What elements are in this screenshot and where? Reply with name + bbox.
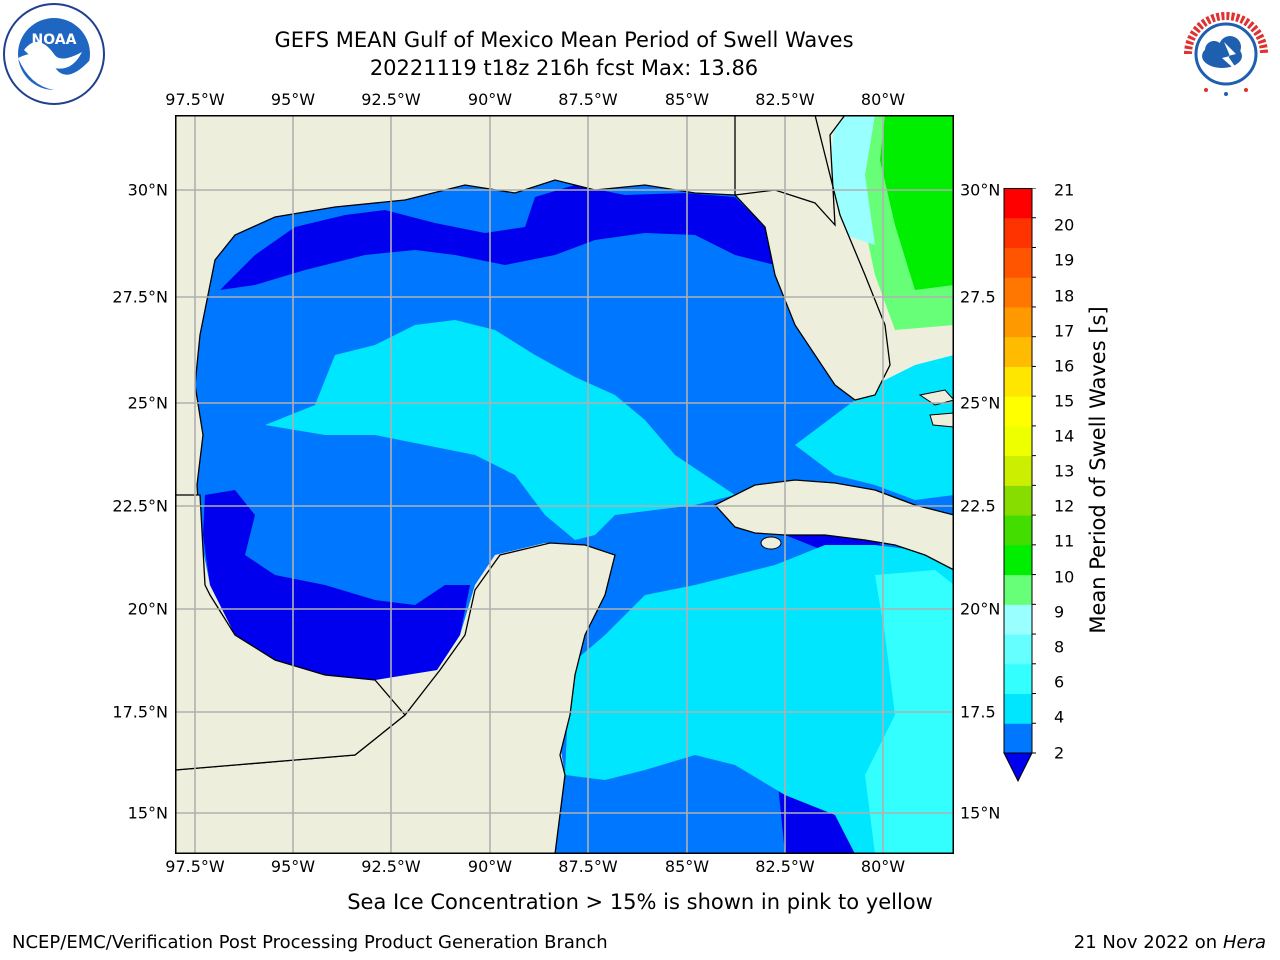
nws-logo-icon xyxy=(1174,2,1278,106)
isle-of-youth xyxy=(760,536,782,550)
mexico-west-land xyxy=(175,494,406,771)
lat-tick-left: 30°N xyxy=(127,180,168,200)
lat-tick-left: 20°N xyxy=(127,599,168,619)
colorbar-segment xyxy=(1004,188,1032,219)
footer-machine: Hera xyxy=(1222,932,1266,953)
cuba-land xyxy=(713,479,954,571)
lon-tick-top: 82.5°W xyxy=(755,90,815,109)
florida-land xyxy=(733,115,891,401)
colorbar-label: Mean Period of Swell Waves [s] xyxy=(1086,306,1110,634)
svg-text:NOAA: NOAA xyxy=(32,32,77,48)
colorbar-segment xyxy=(1004,366,1032,397)
lon-tick-bottom: 85°W xyxy=(664,857,710,876)
colorbar-tick: 21 xyxy=(1054,180,1075,200)
lon-tick-top: 92.5°W xyxy=(361,90,421,109)
colorbar xyxy=(1002,187,1036,784)
colorbar-tick: 12 xyxy=(1054,496,1075,516)
gulf-water-deep-north xyxy=(220,185,775,290)
colorbar-tick: 17 xyxy=(1054,321,1075,341)
colorbar-segment xyxy=(1004,574,1032,605)
colorbar-tick: 9 xyxy=(1054,602,1065,622)
lon-tick-bottom: 97.5°W xyxy=(165,857,225,876)
lat-tick-left: 15°N xyxy=(127,803,168,823)
colorbar-segment xyxy=(1004,604,1032,635)
gulf-water-cyan-band xyxy=(265,320,735,540)
colorbar-tick: 18 xyxy=(1054,286,1075,306)
colorbar-segment xyxy=(1004,336,1032,367)
colorbar-segment xyxy=(1004,544,1032,576)
lon-tick-bottom: 95°W xyxy=(270,857,316,876)
lat-tick-left: 22.5°N xyxy=(112,496,168,516)
colorbar-tick: 14 xyxy=(1054,426,1075,446)
lat-tick-right: 25°N xyxy=(960,393,1001,413)
gulf-water-deep-southwest xyxy=(203,490,470,680)
lon-tick-bottom: 82.5°W xyxy=(755,857,815,876)
map-title: GEFS MEAN Gulf of Mexico Mean Period of … xyxy=(274,28,854,52)
colorbar-segment xyxy=(1004,515,1032,546)
colorbar-segment xyxy=(1004,306,1032,338)
lon-tick-top: 97.5°W xyxy=(165,90,225,109)
colorbar-tick: 13 xyxy=(1054,461,1075,481)
colorbar-tick: 19 xyxy=(1054,250,1075,270)
swell-period-map xyxy=(175,115,954,854)
lon-tick-bottom: 90°W xyxy=(467,857,513,876)
lat-tick-left: 27.5°N xyxy=(112,287,168,307)
lon-tick-bottom: 87.5°W xyxy=(558,857,618,876)
colorbar-segment xyxy=(1004,425,1032,457)
colorbar-tick: 6 xyxy=(1054,672,1065,692)
colorbar-segment xyxy=(1004,723,1032,754)
colorbar-tick: 16 xyxy=(1054,356,1075,376)
colorbar-segment xyxy=(1004,634,1032,665)
colorbar-segment xyxy=(1004,485,1032,516)
footer-credit: NCEP/EMC/Verification Post Processing Pr… xyxy=(12,932,608,953)
gulf-water-cyan-south xyxy=(565,545,954,854)
colorbar-tick: 2 xyxy=(1054,743,1065,763)
lon-tick-top: 87.5°W xyxy=(558,90,618,109)
footer-date: 21 Nov 2022 on Hera xyxy=(1074,932,1266,953)
graticule xyxy=(175,115,954,854)
sea-ice-note: Sea Ice Concentration > 15% is shown in … xyxy=(347,890,933,914)
noaa-logo-icon: NOAA xyxy=(2,2,106,106)
atlantic-water-lightcyan xyxy=(830,115,875,245)
colorbar-segment xyxy=(1004,693,1032,724)
colorbar-segment xyxy=(1004,396,1032,427)
colorbar-segment xyxy=(1004,455,1032,486)
colorbar-outline xyxy=(1003,188,1033,754)
bahamas-island xyxy=(918,389,954,406)
lat-tick-left: 17.5°N xyxy=(112,702,168,722)
map-panel xyxy=(175,115,954,854)
colorbar-under-arrow xyxy=(1003,752,1033,783)
map-subtitle: 20221119 t18z 216h fcst Max: 13.86 xyxy=(369,56,759,80)
map-frame xyxy=(175,115,954,854)
lon-tick-top: 80°W xyxy=(860,90,906,109)
colorbar-scale xyxy=(1003,187,1036,783)
lat-tick-right: 15°N xyxy=(960,803,1001,823)
colorbar-tick: 4 xyxy=(1054,707,1065,727)
lat-tick-right: 20°N xyxy=(960,599,1001,619)
lat-tick-right: 22.5 xyxy=(960,496,996,516)
colorbar-tick: 20 xyxy=(1054,215,1075,235)
lon-tick-top: 90°W xyxy=(467,90,513,109)
lat-tick-right: 27.5 xyxy=(960,287,996,307)
colorbar-tick: 15 xyxy=(1054,391,1075,411)
lon-tick-top: 95°W xyxy=(270,90,316,109)
lon-tick-bottom: 80°W xyxy=(860,857,906,876)
colorbar-tick: 11 xyxy=(1054,531,1075,551)
colorbar-tick: 8 xyxy=(1054,637,1065,657)
atlantic-water-brightgreen xyxy=(880,115,954,290)
footer-date-text: 21 Nov 2022 on xyxy=(1073,932,1218,953)
lon-tick-top: 85°W xyxy=(664,90,710,109)
colorbar-segment xyxy=(1004,217,1032,248)
bahamas-island xyxy=(929,412,954,428)
colorbar-segment xyxy=(1004,247,1032,278)
gulf-water-cyan-florida xyxy=(795,355,954,500)
lon-tick-bottom: 92.5°W xyxy=(361,857,421,876)
colorbar-segment xyxy=(1004,663,1032,695)
colorbar-tick: 10 xyxy=(1054,567,1075,587)
lat-tick-left: 25°N xyxy=(127,393,168,413)
colorbar-segment xyxy=(1004,277,1032,308)
lat-tick-right: 17.5 xyxy=(960,702,996,722)
lat-tick-right: 30°N xyxy=(960,180,1001,200)
